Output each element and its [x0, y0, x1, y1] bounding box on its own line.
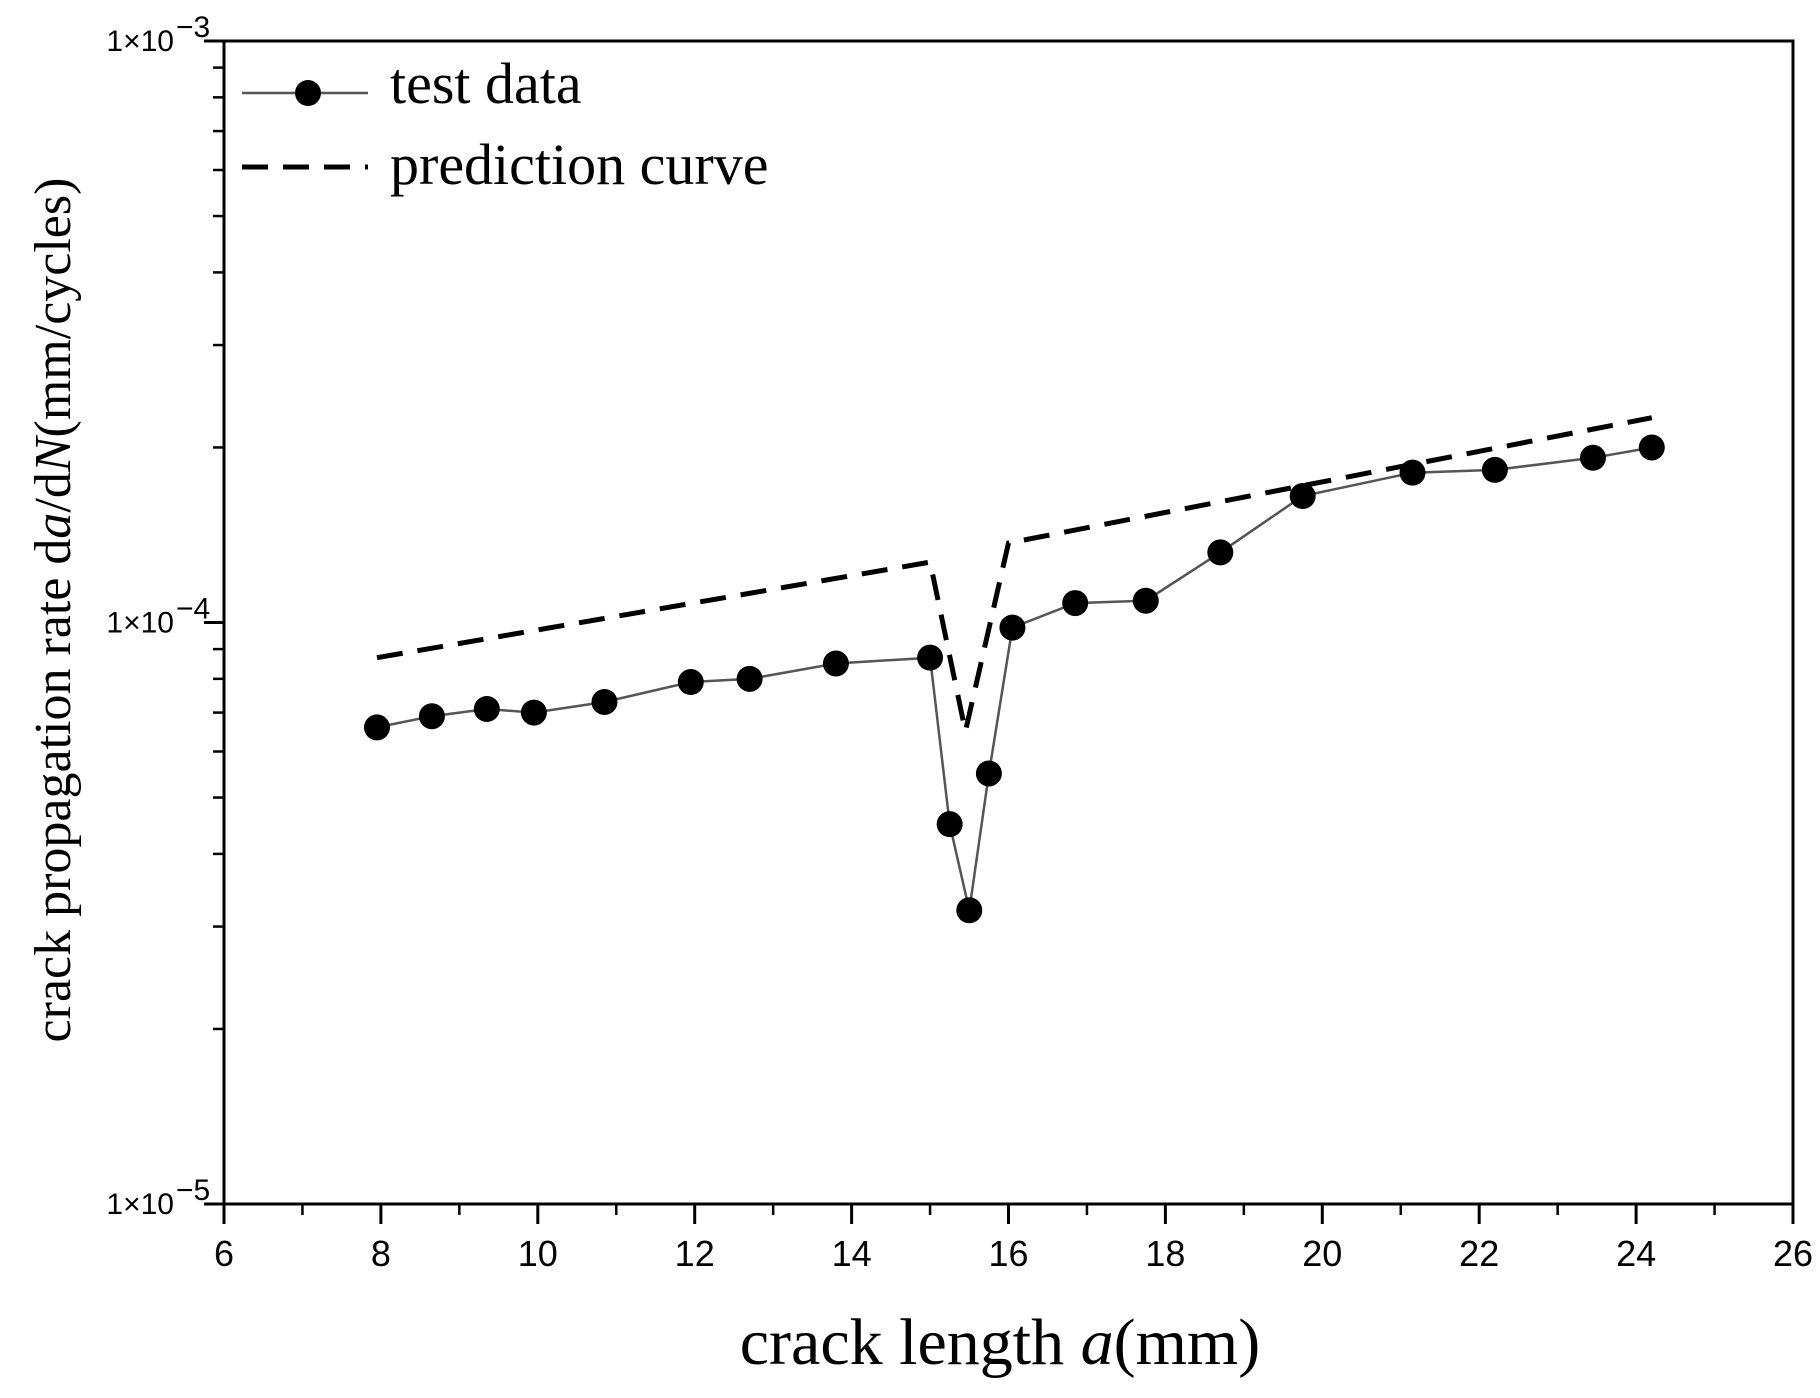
y-tick-exponent: −5	[176, 1174, 210, 1207]
x-tick-label: 16	[988, 1233, 1028, 1274]
test-data-point	[917, 644, 944, 671]
legend-prediction-label: prediction curve	[390, 132, 768, 197]
legend-test-data-marker	[295, 80, 321, 106]
x-tick-label: 26	[1773, 1233, 1813, 1274]
test-data-point	[1289, 483, 1316, 510]
test-data-point	[677, 669, 704, 696]
x-axis-title-prefix: crack length	[740, 1306, 1081, 1379]
test-data-point	[520, 699, 547, 726]
y-tick-label: 1×10	[106, 1188, 174, 1221]
test-data-point	[822, 650, 849, 677]
y-tick-exponent: −3	[176, 11, 210, 44]
y-axis-title-var1: a	[25, 513, 82, 539]
test-data-point	[1638, 434, 1665, 461]
legend-test-data-label: test data	[390, 51, 582, 116]
x-tick-label: 14	[832, 1233, 872, 1274]
y-tick-label: 1×10	[106, 607, 174, 640]
x-tick-label: 20	[1302, 1233, 1342, 1274]
x-tick-label: 18	[1145, 1233, 1185, 1274]
test-data-point	[363, 714, 390, 741]
test-data-point	[1132, 587, 1159, 614]
prediction-curve-line	[376, 415, 1653, 732]
x-tick-label: 8	[371, 1233, 391, 1274]
test-data-point	[473, 695, 500, 722]
y-axis-title-unit: (mm/cycles)	[25, 178, 82, 438]
test-data-point	[418, 703, 445, 730]
x-tick-label: 10	[518, 1233, 558, 1274]
legend: test data prediction curve	[242, 51, 768, 197]
x-tick-label: 22	[1459, 1233, 1499, 1274]
test-data-point	[1481, 456, 1508, 483]
y-tick-label: 1×10	[106, 25, 174, 58]
y-axis-title-mid: /d	[25, 472, 82, 512]
test-data-line	[376, 446, 1653, 911]
x-axis-title-unit: (mm)	[1114, 1306, 1261, 1379]
y-axis-title-var2: N	[25, 434, 82, 473]
test-data-point	[956, 897, 983, 924]
test-data-point	[999, 614, 1026, 641]
y-axis-title: crack propagation rate da/dN(mm/cycles)	[25, 178, 82, 1043]
test-data-point	[1579, 444, 1606, 471]
test-data-point	[1207, 539, 1234, 566]
x-tick-label: 12	[675, 1233, 715, 1274]
test-data-point	[591, 688, 618, 715]
x-tick-label: 24	[1616, 1233, 1656, 1274]
y-tick-exponent: −4	[176, 593, 210, 626]
y-axis-title-prefix: crack propagation rate d	[25, 539, 82, 1043]
test-data-point	[1062, 590, 1089, 617]
x-tick-label: 6	[214, 1233, 234, 1274]
x-axis-title: crack length a(mm)	[740, 1306, 1260, 1379]
test-data-point	[975, 760, 1002, 787]
test-data-point	[736, 665, 763, 692]
test-data-point	[936, 811, 963, 838]
x-axis-title-var: a	[1081, 1306, 1114, 1379]
